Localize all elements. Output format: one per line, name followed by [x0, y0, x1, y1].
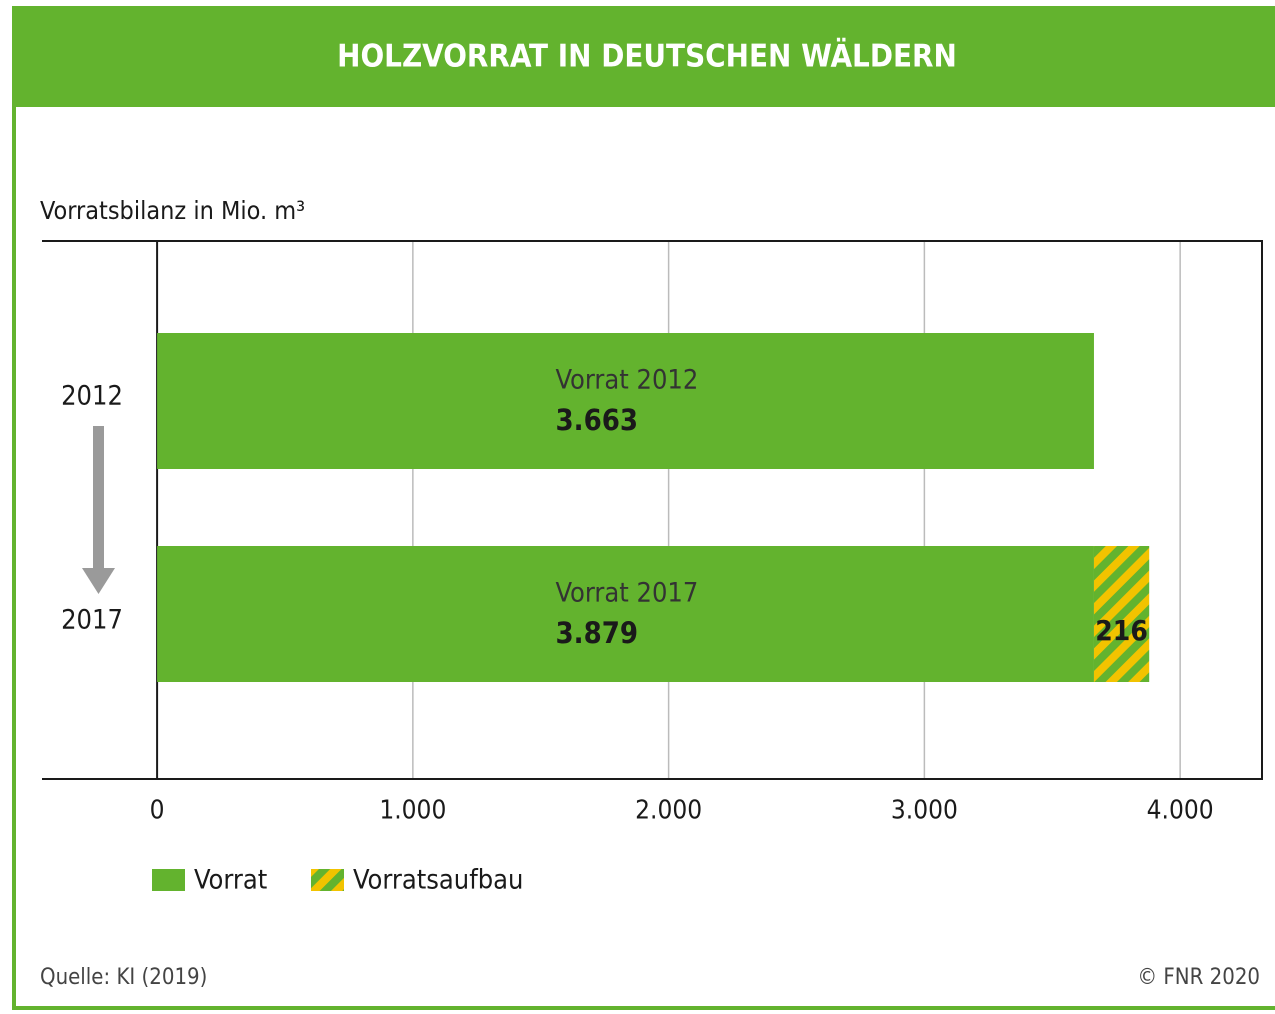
x-tick-label: 0 [150, 796, 165, 826]
bar-segment [1093, 546, 1150, 682]
x-tick-label: 2.000 [635, 796, 702, 826]
copyright: © FNR 2020 [1137, 965, 1260, 990]
segment-label: 216 [1095, 614, 1148, 647]
x-tick-label: 3.000 [891, 796, 958, 826]
chart-title: HOLZVORRAT IN DEUTSCHEN WÄLDERN [337, 39, 957, 75]
legend-label: Vorratsaufbau [353, 865, 523, 896]
arrow-shaft [93, 426, 104, 568]
frame-left [12, 107, 16, 1010]
plot-frame [42, 240, 1263, 780]
x-tick-label: 1.000 [379, 796, 446, 826]
header-band [12, 6, 1275, 107]
x-tick-label: 4.000 [1147, 796, 1214, 826]
legend-swatch [311, 869, 344, 891]
bar-segment [157, 546, 1094, 682]
axis-label: Vorratsbilanz in Mio. m³ [40, 196, 305, 225]
bar-segment [157, 333, 1094, 469]
legend-swatch [152, 869, 185, 891]
source: Quelle: KI (2019) [40, 965, 207, 990]
bar-title: Vorrat 2017 [556, 578, 699, 609]
frame-bottom [12, 1006, 1275, 1010]
bar-title: Vorrat 2012 [556, 365, 699, 396]
category-label: 2012 [61, 381, 123, 412]
arrow-head [82, 568, 115, 594]
total-label: 3.879 [556, 616, 639, 650]
category-label: 2017 [61, 605, 123, 636]
legend-label: Vorrat [194, 865, 267, 896]
total-label: 3.663 [556, 403, 639, 437]
